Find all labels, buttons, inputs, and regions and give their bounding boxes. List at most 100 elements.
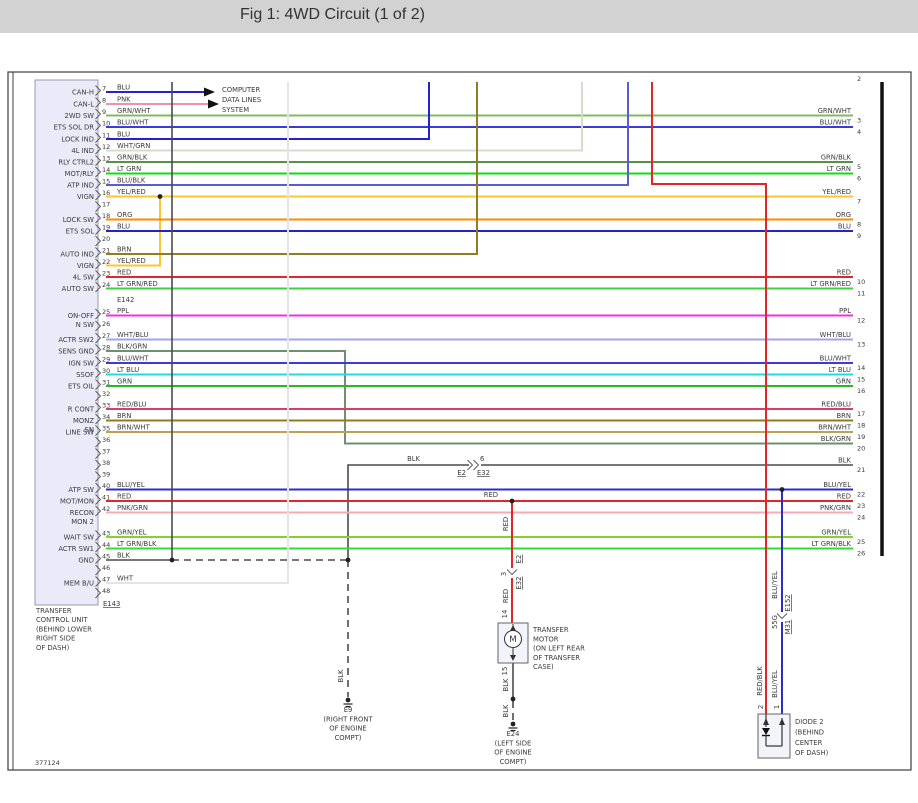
wire-annotation: E2 — [515, 555, 523, 564]
pin-bracket-glyph — [95, 108, 102, 120]
pin-number: 29 — [102, 356, 110, 364]
pin-number: 31 — [102, 379, 110, 387]
pin-number: 30 — [102, 367, 110, 375]
pin-bracket-glyph — [95, 178, 102, 189]
wire-color-label: BLU — [838, 223, 851, 231]
wire-color-label: LT GRN/BLK — [117, 540, 157, 548]
pin-bracket-glyph — [95, 505, 102, 517]
wire-color-label: BLU/WHT — [117, 355, 149, 363]
wire-color-label: RED — [837, 269, 851, 277]
right-terminal-number: 3 — [857, 117, 861, 125]
tcu-signal-label: MONZ — [73, 417, 94, 425]
pin-bracket-glyph — [95, 564, 102, 576]
tcu-signal-label: LOCK IND — [61, 136, 94, 144]
wire-auto-ind — [106, 82, 478, 255]
pin-bracket — [95, 425, 102, 436]
wire-color-label: PNK/GRN — [117, 504, 148, 512]
tcu-signal-label: 4L SW — [73, 274, 95, 282]
right-terminal-number: 11 — [857, 290, 865, 298]
tcu-signal-label: RLY CTRL2 — [58, 159, 94, 167]
wire-color-label: GRN — [836, 378, 851, 386]
pin-number: 20 — [102, 235, 110, 243]
wire-color-label: BRN — [837, 412, 851, 420]
ground-caption: E24 — [507, 730, 520, 738]
wire-color-label: RED/BLU — [117, 401, 147, 409]
wire-color-label: WHT/GRN — [117, 142, 150, 150]
pin-number: 11 — [102, 132, 110, 140]
wire-color-label: BRN/WHT — [818, 424, 852, 432]
right-terminal-number: 7 — [857, 198, 861, 206]
wire-color-label: PPL — [839, 307, 851, 315]
pin-bracket — [95, 166, 102, 178]
pin-bracket-glyph — [95, 448, 102, 459]
pin-bracket-glyph — [95, 308, 102, 320]
wire-color-label: BLU/WHT — [820, 355, 852, 363]
wire-annotation: E32 — [515, 577, 523, 590]
pin-bracket — [95, 505, 102, 517]
right-terminal-number: 4 — [857, 128, 861, 136]
right-terminal-number: 26 — [857, 550, 865, 558]
tcu-caption: OF DASH) — [36, 644, 70, 652]
wire-color-label: LT BLU — [829, 366, 851, 374]
pin-bracket-glyph — [95, 189, 102, 201]
wire-annotation: 6 — [480, 455, 484, 463]
transfer-motor-caption: (ON LEFT REAR — [533, 645, 585, 653]
tcu-caption: TRANSFER — [35, 607, 72, 615]
pin-number: 17 — [102, 201, 110, 209]
pin-bracket — [95, 332, 102, 344]
junction-dot — [779, 487, 785, 492]
pin-bracket — [95, 541, 102, 553]
tcu-signal-label: 2WD SW — [65, 112, 95, 120]
tcu-signal-label: SN — [85, 426, 94, 434]
pin-bracket — [95, 459, 102, 471]
wire-blk-21-left — [347, 464, 469, 560]
pin-bracket — [506, 569, 518, 576]
pin-bracket-glyph — [95, 413, 102, 425]
wire-color-label: GRN/WHT — [818, 107, 852, 115]
pin-number: 9 — [102, 108, 106, 116]
tcu-signal-label: LINE SW — [66, 429, 95, 437]
wire-annotation: BLU/YEL — [771, 670, 779, 698]
pin-bracket — [95, 189, 102, 201]
tcu-signal-label: MON 2 — [71, 518, 94, 526]
pin-number: 33 — [102, 402, 110, 410]
transfer-motor-caption: MOTOR — [533, 635, 559, 643]
wire-color-label: ORG — [117, 211, 132, 219]
wire-color-label: BLU/BLK — [117, 177, 146, 185]
wire-lock-ind — [106, 82, 430, 140]
junction-dot — [509, 498, 515, 504]
pin-number: 28 — [102, 344, 110, 352]
wire-color-label: YEL/RED — [821, 188, 851, 196]
pin-number: 22 — [102, 258, 110, 266]
right-terminal-number: 19 — [857, 433, 865, 441]
tcu-signal-label: AUTO IND — [60, 251, 94, 259]
pin-number: 27 — [102, 332, 110, 340]
diode2-caption: (BEHIND — [795, 728, 824, 736]
tcu-signal-label: CAN-L — [73, 101, 94, 109]
wire-color-label: RED/BLU — [821, 401, 851, 409]
wire-color-label: BRN — [117, 246, 131, 254]
wire-annotation: 3 — [500, 572, 508, 576]
tcu-signal-label: MEM B/U — [64, 580, 94, 588]
pin-number: 45 — [102, 553, 110, 561]
motor-arrow-up — [510, 625, 516, 631]
tcu-signal-label: MOT/RLY — [65, 170, 95, 178]
right-terminal-number: 17 — [857, 410, 865, 418]
pin-bracket-glyph — [95, 482, 102, 494]
junction-dot — [510, 696, 516, 702]
wire-annotation: RED — [502, 517, 510, 531]
pin-number: 23 — [102, 270, 110, 278]
pin-number: 46 — [102, 564, 110, 572]
pin-number: 12 — [102, 143, 110, 151]
pin-bracket-glyph — [95, 212, 102, 224]
pin-bracket — [95, 224, 102, 235]
wire-color-label: BLU/WHT — [117, 119, 149, 127]
wire-color-label: BRN — [117, 412, 131, 420]
ground-caption: COMPT) — [500, 758, 527, 766]
tcu-signal-label: SENS GND — [58, 348, 94, 356]
pin-bracket — [95, 530, 102, 541]
connector-id-e142: E142 — [117, 296, 134, 304]
pin-bracket-glyph — [95, 97, 102, 108]
pin-number: 41 — [102, 494, 110, 502]
pin-bracket-glyph — [95, 367, 102, 379]
